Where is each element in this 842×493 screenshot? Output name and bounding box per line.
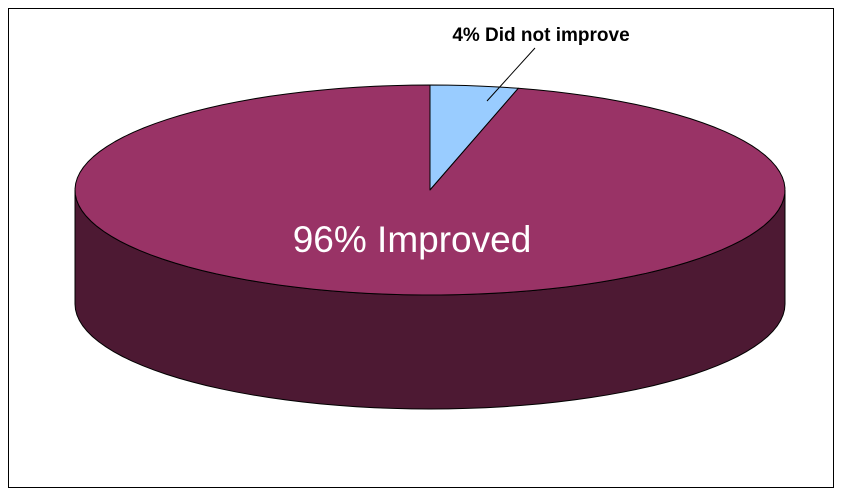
slice-improved (74, 84, 786, 296)
slice-label-improved: 96% Improved (293, 219, 532, 260)
pie-top-layer (74, 84, 786, 296)
slice-did-not-improve (429, 84, 519, 191)
leader-line (486, 47, 536, 102)
slice-label-did-not-improve: 4% Did not improve (452, 25, 629, 46)
